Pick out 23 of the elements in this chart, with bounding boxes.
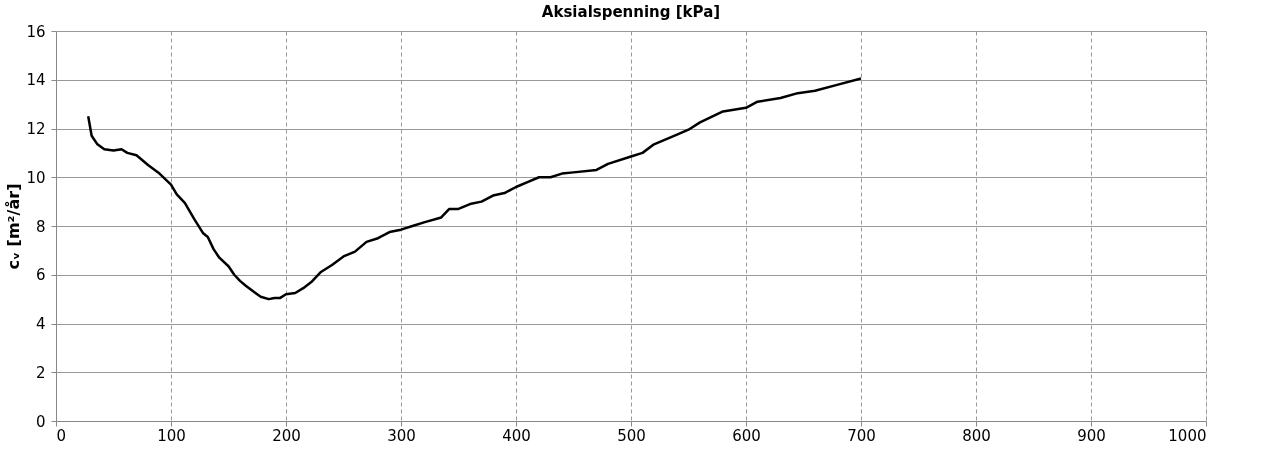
x-tick-label: 900: [1077, 426, 1106, 445]
chart-title: Aksialspenning [kPa]: [541, 3, 721, 21]
y-tick-label: 2: [35, 363, 46, 382]
y-tick-label: 10: [26, 168, 46, 187]
x-tick-label: 200: [272, 426, 301, 445]
x-tick-label: 300: [387, 426, 416, 445]
y-tick-label: 4: [35, 315, 46, 333]
y-tick-label: 14: [26, 71, 46, 90]
x-tick-label: 100: [157, 426, 186, 445]
x-tick-label: 400: [502, 426, 531, 445]
y-tick-label: 6: [35, 266, 46, 285]
x-tick-label: 800: [962, 426, 991, 445]
x-tick-label: 700: [847, 426, 876, 445]
y-tick-label: 8: [35, 217, 46, 236]
y-axis-title: cᵥ [m²/år]: [4, 183, 24, 270]
y-tick-label: 0: [35, 412, 46, 431]
y-tick-label: 12: [26, 120, 46, 138]
x-tick-label: 500: [617, 426, 646, 445]
line-series: [86, 77, 863, 301]
x-tick-label: 1000: [1168, 426, 1207, 445]
x-tick-label: 0: [56, 426, 67, 445]
x-tick-label: 600: [732, 426, 761, 445]
y-tick-label: 16: [26, 22, 46, 41]
